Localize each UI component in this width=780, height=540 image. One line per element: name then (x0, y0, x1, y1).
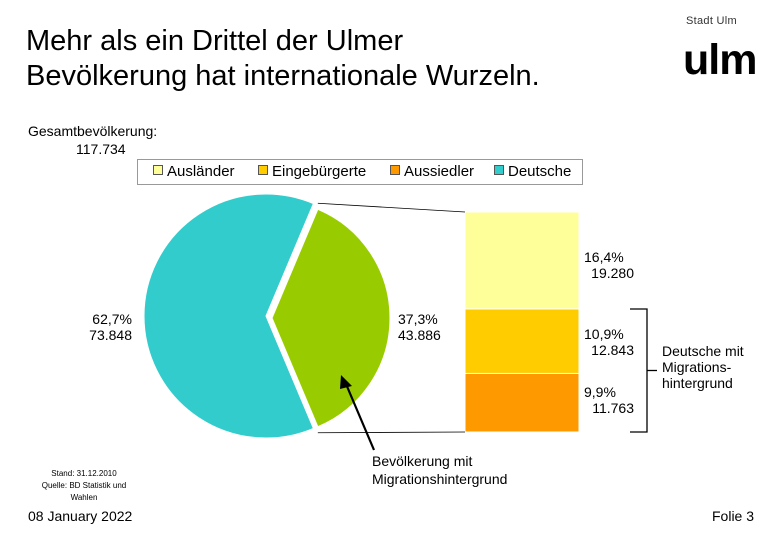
connector-top (317, 202, 466, 213)
stack-segment-auslaender (464, 211, 580, 310)
pie-slice-migration (271, 208, 391, 428)
total-label: Gesamtbevölkerung: (28, 123, 158, 139)
pie-label-deutsche: 62,7% 73.848 (84, 311, 132, 343)
stack-count-eingebuergerte: 12.843 (591, 342, 634, 358)
title-line-2: Bevölkerung hat internationale Wurzeln. (26, 60, 540, 92)
logo-subtitle: Stadt Ulm (686, 15, 737, 27)
legend-item-deutsche: Deutsche (494, 164, 571, 180)
legend-label-deutsche: Deutsche (508, 163, 572, 180)
legend-item-aussiedler: Aussiedler (390, 164, 474, 180)
stack-segment-eingebuergerte (464, 308, 580, 374)
migration-arrow-line (344, 383, 376, 451)
pie-count-migration: 43.886 (398, 327, 441, 343)
legend-item-eingebuergerte: Eingebürgerte (258, 164, 366, 180)
stack-label-auslaender: 16,4% 19.280 (584, 249, 634, 281)
pie-label-migration: 37,3% 43.886 (398, 311, 441, 343)
stack-count-auslaender: 19.280 (591, 265, 634, 281)
total-value: 117.734 (76, 141, 126, 157)
stack-percent-eingebuergerte: 10,9% (584, 326, 624, 342)
migration-annotation: Bevölkerung mit Migrationshintergrund (372, 453, 508, 487)
slide-number: Folie 3 (712, 508, 755, 524)
pie-count-deutsche: 73.848 (89, 327, 132, 343)
legend-label-aussiedler: Aussiedler (404, 163, 475, 180)
ulm-logo: ulm (683, 36, 757, 84)
legend-swatch-auslaender (153, 165, 163, 176)
legend-swatch-deutsche (494, 165, 504, 176)
migration-arrow-head (340, 375, 352, 389)
source-note-line-3: Wahlen (70, 493, 98, 502)
pie-percent-migration: 37,3% (398, 311, 438, 327)
legend-label-auslaender: Ausländer (167, 163, 235, 180)
connector-bottom (317, 431, 466, 434)
slide-title: Mehr als ein Drittel der Ulmer Bevölkeru… (26, 24, 540, 94)
bracket-annotation: Deutsche mit Migrations- hintergrund (662, 343, 744, 391)
bracket-annotation-line-3: hintergrund (662, 375, 733, 391)
source-note-line-1: Stand: 31.12.2010 (51, 469, 117, 478)
legend-label-eingebuergerte: Eingebürgerte (272, 163, 367, 180)
footer-date: 08 January 2022 (28, 508, 133, 524)
legend-swatch-aussiedler (390, 165, 400, 176)
stack-label-aussiedler: 9,9% 11.763 (584, 384, 634, 416)
legend-item-auslaender: Ausländer (153, 164, 235, 180)
stack-percent-aussiedler: 9,9% (584, 384, 616, 400)
source-note: Stand: 31.12.2010 Quelle: BD Statistik u… (26, 468, 142, 504)
stack-percent-auslaender: 16,4% (584, 249, 624, 265)
source-note-line-2: Quelle: BD Statistik und (41, 481, 127, 490)
chart-legend: Ausländer Eingebürgerte Aussiedler Deuts… (137, 159, 583, 185)
stack-count-aussiedler: 11.763 (592, 400, 634, 416)
title-line-1: Mehr als ein Drittel der Ulmer (26, 25, 404, 57)
pie-percent-deutsche: 62,7% (92, 311, 132, 327)
bracket-annotation-line-1: Deutsche mit (662, 343, 744, 359)
legend-swatch-eingebuergerte (258, 165, 268, 176)
stack-label-eingebuergerte: 10,9% 12.843 (584, 326, 634, 358)
stack-segment-aussiedler (464, 372, 580, 433)
bracket-annotation-line-2: Migrations- (662, 359, 732, 375)
pie-slice-deutsche (143, 193, 315, 439)
